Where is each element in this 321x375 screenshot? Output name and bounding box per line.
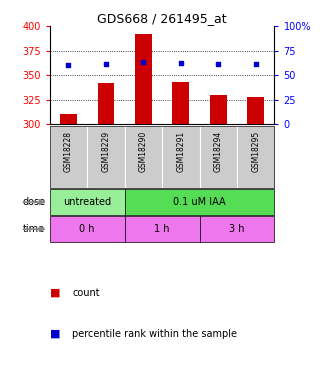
Bar <box>87 126 125 188</box>
Text: percentile rank within the sample: percentile rank within the sample <box>72 329 237 339</box>
Bar <box>125 216 200 242</box>
Text: 3 h: 3 h <box>229 224 245 234</box>
Bar <box>237 126 274 188</box>
Text: untreated: untreated <box>63 197 111 207</box>
Text: GSM18295: GSM18295 <box>251 131 260 172</box>
Text: GSM18294: GSM18294 <box>214 131 223 172</box>
Bar <box>50 126 87 188</box>
Bar <box>162 126 200 188</box>
Bar <box>135 34 152 124</box>
Text: 0.1 uM IAA: 0.1 uM IAA <box>173 197 226 207</box>
Bar <box>200 126 237 188</box>
Text: count: count <box>72 288 100 297</box>
Bar <box>98 83 114 124</box>
Point <box>216 62 221 68</box>
Text: ■: ■ <box>50 288 60 297</box>
Text: 0 h: 0 h <box>80 224 95 234</box>
Bar <box>172 82 189 124</box>
Bar <box>247 97 264 124</box>
Text: GSM18229: GSM18229 <box>101 131 110 172</box>
Text: ■: ■ <box>50 329 60 339</box>
Point <box>66 62 71 68</box>
Point <box>253 62 258 68</box>
Bar <box>60 114 77 124</box>
Bar <box>125 126 162 188</box>
Point <box>178 60 183 66</box>
Text: 1 h: 1 h <box>154 224 170 234</box>
Text: GSM18291: GSM18291 <box>176 131 185 172</box>
Point <box>103 62 108 68</box>
Title: GDS668 / 261495_at: GDS668 / 261495_at <box>97 12 227 25</box>
Bar <box>210 95 227 124</box>
Bar <box>50 216 125 242</box>
Bar <box>125 189 274 215</box>
Text: dose: dose <box>22 197 45 207</box>
Bar <box>50 189 125 215</box>
Text: time: time <box>23 224 45 234</box>
Text: GSM18228: GSM18228 <box>64 131 73 172</box>
Text: GSM18290: GSM18290 <box>139 131 148 172</box>
Bar <box>200 216 274 242</box>
Point <box>141 60 146 66</box>
